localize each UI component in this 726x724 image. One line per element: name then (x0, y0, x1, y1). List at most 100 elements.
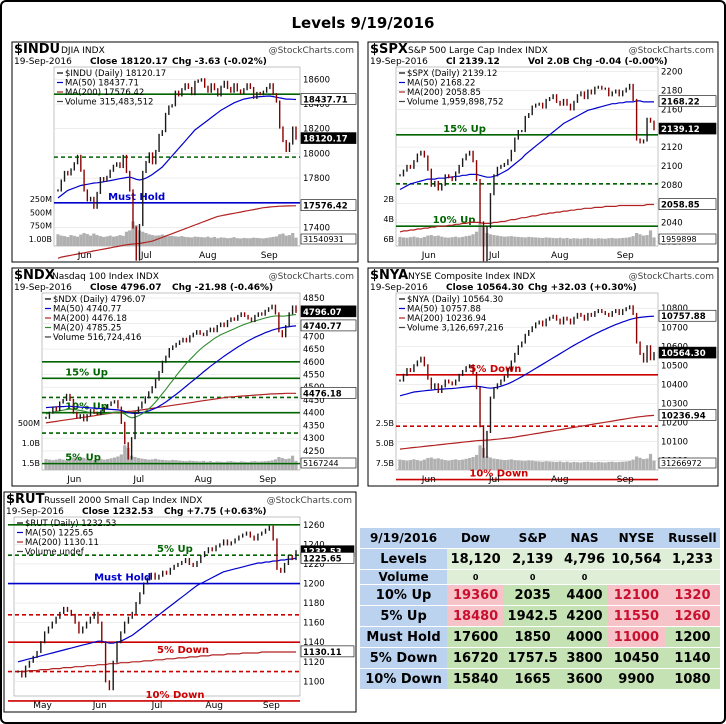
volume-bar (575, 238, 580, 246)
volume-bar (199, 237, 204, 246)
last-value-text: 18437.71 (303, 95, 348, 105)
volume-bar (554, 238, 559, 246)
y-tick-label: 2160 (661, 105, 683, 115)
volume-last-tag (658, 457, 717, 469)
volume-bar (488, 234, 493, 246)
table-header-nyse: NYSE (607, 528, 665, 549)
table-row: 10% Up 19360 2035 4400 12100 1320 (360, 584, 720, 606)
volume-bar (118, 235, 122, 246)
volume-bar (294, 237, 298, 246)
volume-bar (157, 459, 161, 470)
chart-panel-rut: $RUT Russell 2000 Small Cap Index INDX @St… (3, 491, 357, 713)
volume-bar (454, 236, 458, 246)
table-cell: 16720 (447, 647, 505, 669)
volume-bar (631, 236, 635, 246)
last-value-tag (300, 305, 357, 318)
volume-bar (239, 461, 243, 470)
volume-bar (617, 238, 621, 246)
y-tick-label: 4450 (303, 396, 325, 406)
volume-bar (561, 462, 566, 470)
volume-bar (467, 458, 472, 470)
y-tick-label: 4350 (303, 421, 325, 431)
volume-bar (551, 237, 555, 246)
chart-source: @StockCharts.com (269, 46, 354, 56)
volume-bar (614, 462, 618, 470)
volume-bar (258, 238, 262, 246)
volume-bar (443, 237, 447, 246)
volume-bar (572, 461, 576, 470)
y-tick-label: 1120 (303, 658, 325, 668)
volume-bar (600, 238, 604, 246)
volume-bar (201, 460, 206, 470)
volume-bar (408, 460, 413, 470)
volume-bar (610, 461, 614, 470)
chart-change: Chg +32.03 (+0.30%) (528, 283, 637, 293)
volume-bar (246, 461, 250, 470)
table-cell: 0 (504, 569, 562, 585)
volume-bar (294, 460, 298, 470)
volume-bar (232, 237, 236, 246)
volume-last-tag (300, 457, 357, 469)
legend-entry: $SPX (Daily) 2139.12 (407, 69, 497, 79)
volume-bar (92, 233, 96, 246)
volume-bar (537, 461, 541, 470)
y-tick-label: 4700 (303, 332, 325, 342)
volume-bar (238, 238, 243, 246)
volume-bar (186, 237, 191, 246)
legend-entry: $NYA (Daily) 10564.30 (407, 295, 503, 305)
chart-date: 19-Sep-2016 (370, 283, 428, 293)
y-tick-label: 1100 (303, 677, 325, 687)
table-cell (664, 569, 720, 585)
volume-bar (157, 235, 161, 246)
table-cell: 10,564 (607, 548, 665, 570)
chart-symbol: $RUT (6, 492, 45, 507)
last-value-text: 4796.07 (303, 308, 342, 318)
volume-bar (271, 236, 275, 246)
row-label: 5% Down (360, 647, 448, 669)
level-label: 15% Up (443, 124, 486, 135)
volume-bar (520, 237, 524, 246)
volume-bar (222, 237, 226, 246)
volume-bar (212, 461, 216, 470)
volume-bar (530, 237, 534, 246)
volume-bar (607, 461, 611, 470)
chart-close: Close 1232.53 (82, 507, 153, 517)
legend-entry: MA(50) 1225.65 (25, 529, 93, 539)
chart-source: @StockCharts.com (267, 496, 352, 506)
volume-bar (119, 454, 123, 470)
volume-axis-label: 1.5B (22, 459, 40, 468)
y-tick-label: 10100 (661, 437, 688, 447)
table-cell: 1,233 (664, 548, 720, 570)
table-cell: 4400 (561, 584, 608, 606)
volume-bar (447, 237, 451, 246)
volume-bar (236, 461, 240, 470)
volume-bar (471, 457, 475, 470)
x-month-label: Jun (421, 475, 436, 485)
volume-bar (177, 236, 181, 246)
legend-entry: MA(50) 4740.77 (53, 305, 121, 315)
volume-bar (426, 235, 430, 246)
volume-bar (520, 460, 524, 470)
volume-bar (572, 238, 576, 246)
y-tick-label: 1200 (303, 580, 325, 590)
volume-bar (541, 461, 545, 470)
volume-bar (638, 234, 642, 246)
plot-area (395, 66, 659, 247)
level-label: 5% Down (469, 364, 521, 375)
volume-bar (506, 236, 510, 246)
table-cell: 1140 (664, 647, 720, 669)
last-value-tag (658, 198, 717, 210)
volume-bar (401, 237, 406, 246)
volume-bar (582, 238, 587, 246)
volume-bar (105, 236, 109, 246)
volume-bar (265, 237, 269, 246)
y-tick-label: 4300 (303, 434, 325, 444)
last-value-tag (658, 309, 717, 322)
volume-axis-label: 750M (30, 222, 52, 231)
volume-bar (641, 235, 646, 246)
y-tick-label: 18600 (303, 75, 330, 85)
volume-bar (582, 461, 587, 470)
row-label: Must Hold (360, 626, 448, 648)
x-month-label: Jul (488, 475, 500, 485)
volume-bar (143, 459, 147, 470)
